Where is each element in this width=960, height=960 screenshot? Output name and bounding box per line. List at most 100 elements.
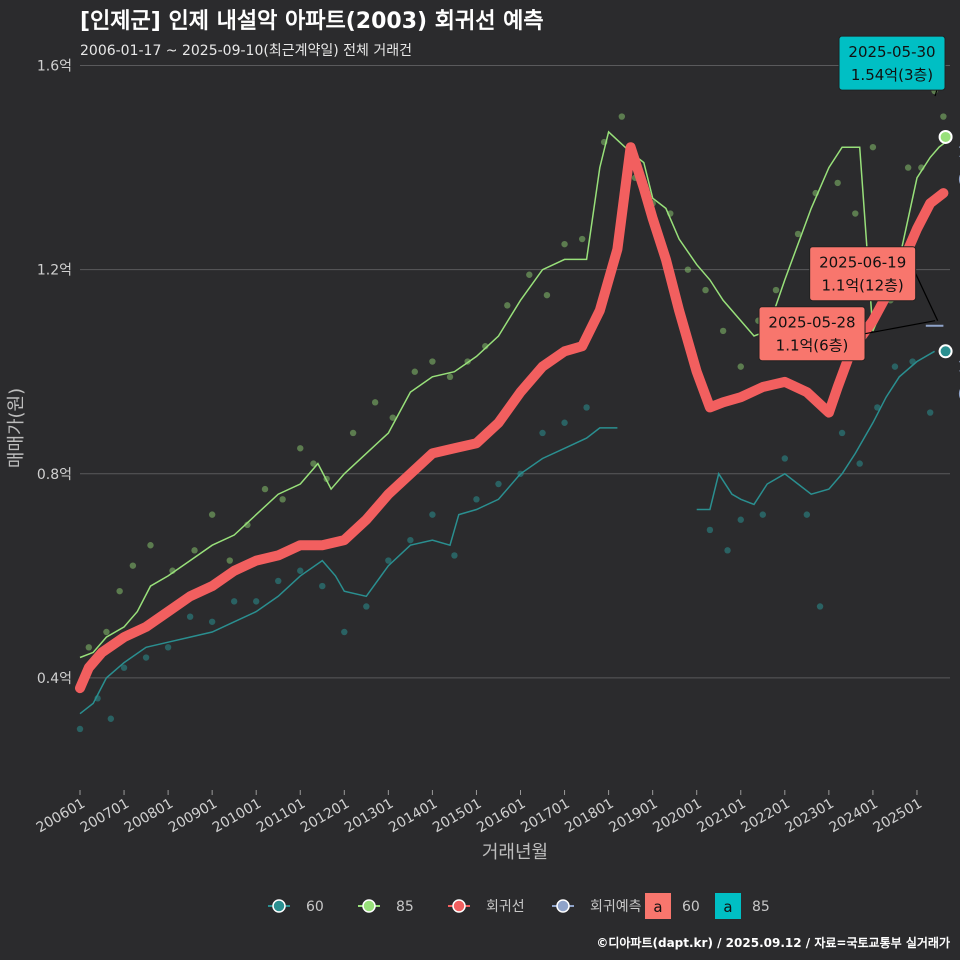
- scatter-point-60: [120, 664, 128, 671]
- x-axis-title: 거래년월: [482, 842, 548, 863]
- scatter-point-60: [275, 577, 282, 585]
- legend-key-marker: [556, 899, 570, 913]
- scatter-point-85: [429, 358, 436, 365]
- scatter-point-60: [737, 516, 744, 523]
- x-tick-label: 201001: [210, 796, 264, 837]
- scatter-point-60: [495, 480, 502, 488]
- end-label-price: 10,400: [958, 357, 960, 375]
- x-tick-label: 201501: [430, 796, 484, 837]
- scatter-point-60: [407, 536, 414, 544]
- x-tick-label: 201801: [562, 796, 616, 837]
- y-tick-label: 1.2억: [37, 263, 72, 279]
- scatter-point-85: [737, 363, 744, 370]
- end-point-s60: [938, 344, 953, 359]
- legend-box-glyph: a: [653, 898, 662, 916]
- end-label-area: (~60㎡): [958, 384, 960, 402]
- x-tick-label: 201201: [298, 796, 352, 837]
- chart-title: [인제군] 인제 내설악 아파트(2003) 회귀선 예측: [80, 9, 544, 34]
- scatter-point-60: [759, 511, 766, 518]
- end-label-price: 14,600: [958, 143, 960, 161]
- legend-box-label: 85: [752, 899, 770, 915]
- callout-date: 2025-05-30: [848, 43, 935, 61]
- x-tick-label: 201901: [606, 796, 660, 837]
- callout-date: 2025-06-19: [819, 254, 906, 272]
- legend-label: 회귀예측: [590, 899, 642, 915]
- scatter-point-85: [578, 235, 586, 243]
- callout-date: 2025-05-28: [768, 314, 855, 332]
- scatter-point-85: [561, 240, 568, 248]
- scatter-point-85: [526, 271, 533, 278]
- end-label-area: (~85㎡): [958, 170, 960, 188]
- scatter-point-60: [583, 404, 590, 411]
- x-tick-label: 200701: [78, 796, 132, 837]
- scatter-point-60: [253, 598, 260, 605]
- scatter-point-85: [834, 179, 841, 187]
- scatter-point-85: [85, 644, 93, 651]
- scatter-point-85: [904, 164, 912, 171]
- callout-leader: [915, 273, 939, 321]
- scatter-point-85: [147, 542, 154, 549]
- scatter-point-85: [116, 587, 123, 595]
- scatter-point-60: [429, 511, 436, 518]
- scatter-point-85: [226, 557, 233, 564]
- scatter-point-60: [230, 598, 238, 605]
- series-line-85: [79, 130, 947, 659]
- scatter-point-60: [891, 363, 899, 370]
- scatter-point-85: [869, 143, 877, 151]
- scatter-point-85: [279, 496, 286, 503]
- x-tick-label: 200801: [122, 796, 176, 837]
- scatter-point-60: [208, 618, 216, 625]
- legend-box-key: [645, 893, 671, 919]
- x-tick-label: 200901: [166, 796, 220, 837]
- scatter-point-60: [186, 613, 194, 620]
- callout-value: 1.54억(3층): [851, 66, 933, 84]
- legend-key-marker: [362, 899, 376, 913]
- scatter-point-60: [473, 496, 480, 503]
- scatter-point-60: [164, 644, 172, 651]
- scatter-point-85: [261, 485, 269, 493]
- scatter-point-85: [129, 562, 137, 569]
- x-tick-label: 202401: [827, 796, 881, 837]
- scatter-point-60: [856, 460, 863, 467]
- scatter-point-60: [341, 628, 348, 636]
- x-tick-label: 202101: [694, 796, 748, 837]
- y-axis-ticks: 0.4억 0.8억 1.2억 1.6억: [37, 59, 72, 687]
- scatter-point-60: [803, 511, 811, 518]
- scatter-point-85: [371, 399, 379, 406]
- scatter-point-60: [816, 603, 824, 610]
- scatter-point-60: [107, 715, 115, 722]
- x-tick-label: 202301: [783, 796, 837, 837]
- scatter-point-85: [794, 230, 802, 238]
- scatter-point-85: [389, 414, 396, 421]
- scatter-point-85: [684, 266, 692, 273]
- callout-box: [758, 306, 866, 362]
- scatter-point-85: [702, 286, 709, 294]
- callout-value: 1.1억(6층): [776, 337, 849, 355]
- scatter-point-60: [451, 552, 458, 559]
- legend-box-glyph: a: [723, 898, 732, 916]
- scatter-point-85: [504, 302, 511, 309]
- end-point-s85: [938, 129, 953, 144]
- x-tick-label: 202501: [871, 796, 925, 837]
- caption: ©디아파트(dapt.kr) / 2025.09.12 / 자료=국토교통부 실…: [596, 935, 950, 950]
- grid: [80, 65, 950, 679]
- scatter-point-60: [561, 419, 568, 426]
- scatter-point-60: [539, 429, 546, 437]
- x-tick-label: 202201: [739, 796, 793, 837]
- scatter-point-85: [191, 547, 198, 554]
- scatter-point-85: [719, 327, 727, 335]
- scatter-point-85: [103, 628, 110, 636]
- scatter-point-60: [319, 582, 326, 590]
- scatter-point-85: [208, 511, 216, 518]
- scatter-point-60: [781, 455, 789, 462]
- scatter-point-85: [411, 368, 418, 375]
- legend-label: 85: [396, 899, 414, 915]
- scatter-point-85: [852, 210, 859, 217]
- scatter-point-60: [385, 557, 392, 564]
- scatter-point-85: [244, 521, 251, 529]
- scatter-point-60: [297, 567, 304, 574]
- x-tick-label: 201301: [342, 796, 396, 837]
- scatter-point-60: [926, 409, 934, 416]
- legend-key-marker: [452, 899, 466, 913]
- legend-key-marker: [272, 899, 286, 913]
